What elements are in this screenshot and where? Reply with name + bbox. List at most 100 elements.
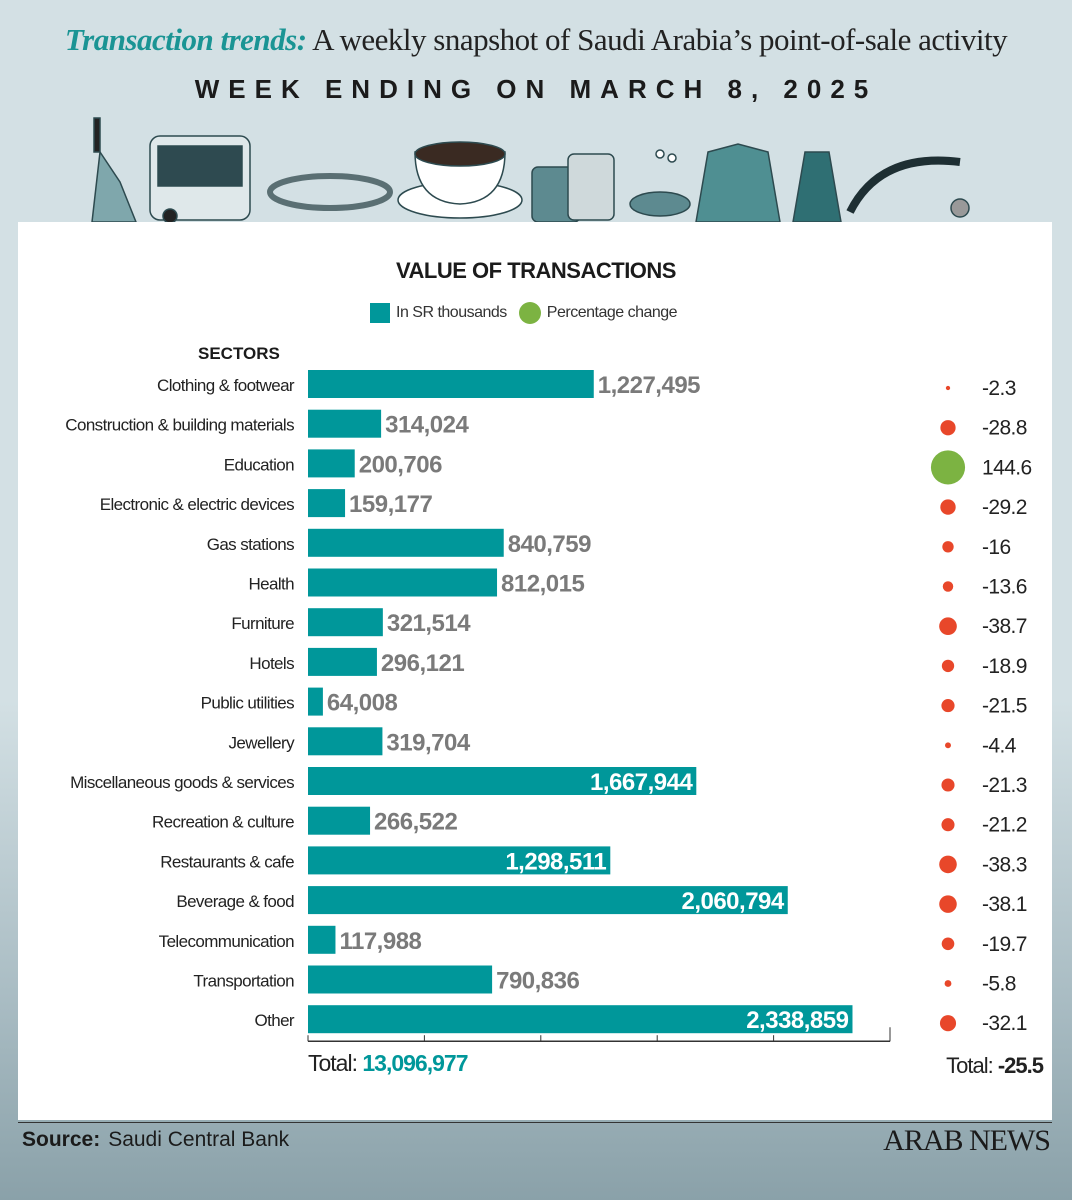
pct-change-label: -4.4 xyxy=(982,734,1017,757)
bus-icon xyxy=(149,135,251,224)
pct-change-dot xyxy=(941,818,955,832)
pct-change-label: -38.7 xyxy=(982,615,1027,638)
bar xyxy=(308,925,336,954)
category-label: Electronic & electric devices xyxy=(100,495,294,514)
pct-change-dot xyxy=(930,450,966,485)
category-label: Hotels xyxy=(249,654,294,673)
legend-swatch-pct xyxy=(518,302,541,324)
pct-change-dot xyxy=(942,581,954,592)
bracelet-icon xyxy=(267,173,393,211)
legend-swatch-value xyxy=(370,303,390,323)
bar xyxy=(308,409,382,438)
pct-change-label: -32.1 xyxy=(982,1012,1027,1035)
bar-value-label: 159,177 xyxy=(349,491,432,518)
category-label: Beverage & food xyxy=(176,892,294,911)
pct-change-dot xyxy=(939,895,957,913)
pct-change-label: -16 xyxy=(982,536,1011,559)
legend: In SR thousands Percentage change xyxy=(370,302,678,324)
pct-change-dot xyxy=(940,499,956,515)
legend-label-pct: Percentage change xyxy=(546,304,678,321)
coffee-cup-icon xyxy=(397,141,523,219)
pct-change-dot xyxy=(945,742,951,749)
bar xyxy=(308,965,493,994)
pct-change-label: -2.3 xyxy=(982,377,1016,400)
pct-change-label: -19.7 xyxy=(982,933,1027,956)
total-pct: Total: -25.5 xyxy=(946,1053,1044,1078)
category-label: Restaurants & cafe xyxy=(160,852,294,871)
bar xyxy=(308,767,697,795)
category-label: Furniture xyxy=(231,614,294,633)
category-label: Education xyxy=(224,455,294,474)
bar-value-label: 790,836 xyxy=(496,968,579,995)
pct-change-label: -38.1 xyxy=(982,893,1027,916)
bar xyxy=(308,886,788,915)
pct-change-dot xyxy=(941,659,955,673)
chart-title: VALUE OF TRANSACTIONS xyxy=(396,258,676,283)
phone-icon xyxy=(91,117,138,223)
pct-change-dot xyxy=(939,855,957,874)
luggage-icon xyxy=(531,153,615,223)
pct-change-dot xyxy=(944,980,952,987)
bar-value-label: 840,759 xyxy=(508,531,591,558)
footer-divider xyxy=(18,1122,1052,1123)
bar xyxy=(308,608,383,637)
category-label: Telecommunication xyxy=(159,932,294,951)
sector-images-strip xyxy=(91,117,970,224)
bar-value-label: 64,008 xyxy=(327,690,398,717)
pct-change-label: -21.5 xyxy=(982,695,1027,718)
bar-value-label: 319,704 xyxy=(386,729,470,756)
category-label: Other xyxy=(254,1011,294,1030)
category-label: Miscellaneous goods & services xyxy=(70,773,294,792)
bar-value-label: 1,227,495 xyxy=(598,372,700,399)
pct-change-dot xyxy=(940,420,956,436)
bar xyxy=(308,449,355,478)
bar xyxy=(308,370,594,398)
category-label: Construction & building materials xyxy=(65,416,294,435)
bar-value-label: 2,338,859 xyxy=(746,1007,848,1034)
pct-change-label: -18.9 xyxy=(982,655,1027,678)
source-label: Source: xyxy=(22,1128,101,1151)
arab-news-logo: ARAB NEWS xyxy=(883,1124,1051,1157)
category-label: Clothing & footwear xyxy=(157,376,295,395)
bar xyxy=(308,687,323,716)
pct-change-dot xyxy=(939,1015,957,1032)
pct-change-dot xyxy=(939,617,957,636)
pct-change-label: -21.3 xyxy=(982,774,1027,797)
bar xyxy=(308,806,371,835)
subtitle: WEEK ENDING ON MARCH 8, 2025 xyxy=(194,74,878,104)
bar-value-label: 200,706 xyxy=(359,451,442,478)
category-label: Recreation & culture xyxy=(152,813,294,832)
bar xyxy=(308,846,611,875)
pct-change-label: -38.3 xyxy=(982,853,1027,876)
total-value: Total: 13,096,977 xyxy=(308,1050,468,1076)
pct-change-dot xyxy=(941,937,955,951)
bar-value-label: 1,298,511 xyxy=(505,848,606,875)
category-label: Jewellery xyxy=(229,733,296,752)
pct-change-label: -21.2 xyxy=(982,814,1027,837)
category-label: Public utilities xyxy=(201,694,294,713)
pct-change-label: 144.6 xyxy=(982,456,1032,479)
category-header: SECTORS xyxy=(198,344,280,363)
category-label: Health xyxy=(248,575,294,594)
jacket-icon xyxy=(695,143,781,223)
bar xyxy=(308,1005,853,1034)
bar-value-label: 117,988 xyxy=(339,928,421,955)
source-value: Saudi Central Bank xyxy=(108,1128,290,1151)
jewelry-icon xyxy=(629,149,691,217)
pct-change-dot xyxy=(942,541,954,553)
stethoscope-icon xyxy=(846,156,970,218)
headline-rest: A weekly snapshot of Saudi Arabia’s poin… xyxy=(306,22,1008,57)
legend-label-value: In SR thousands xyxy=(396,304,507,321)
category-label: Gas stations xyxy=(207,535,294,554)
pct-change-label: -13.6 xyxy=(982,576,1027,599)
pct-change-dot xyxy=(941,778,955,792)
bar-value-label: 2,060,794 xyxy=(681,888,784,915)
bar-value-label: 1,667,944 xyxy=(590,769,693,796)
pct-change-dot xyxy=(945,385,951,391)
pct-change-label: -5.8 xyxy=(982,973,1016,996)
pct-change-dot xyxy=(941,699,955,713)
bar xyxy=(308,727,383,756)
bar-value-label: 812,015 xyxy=(501,571,584,598)
bar xyxy=(308,528,504,557)
